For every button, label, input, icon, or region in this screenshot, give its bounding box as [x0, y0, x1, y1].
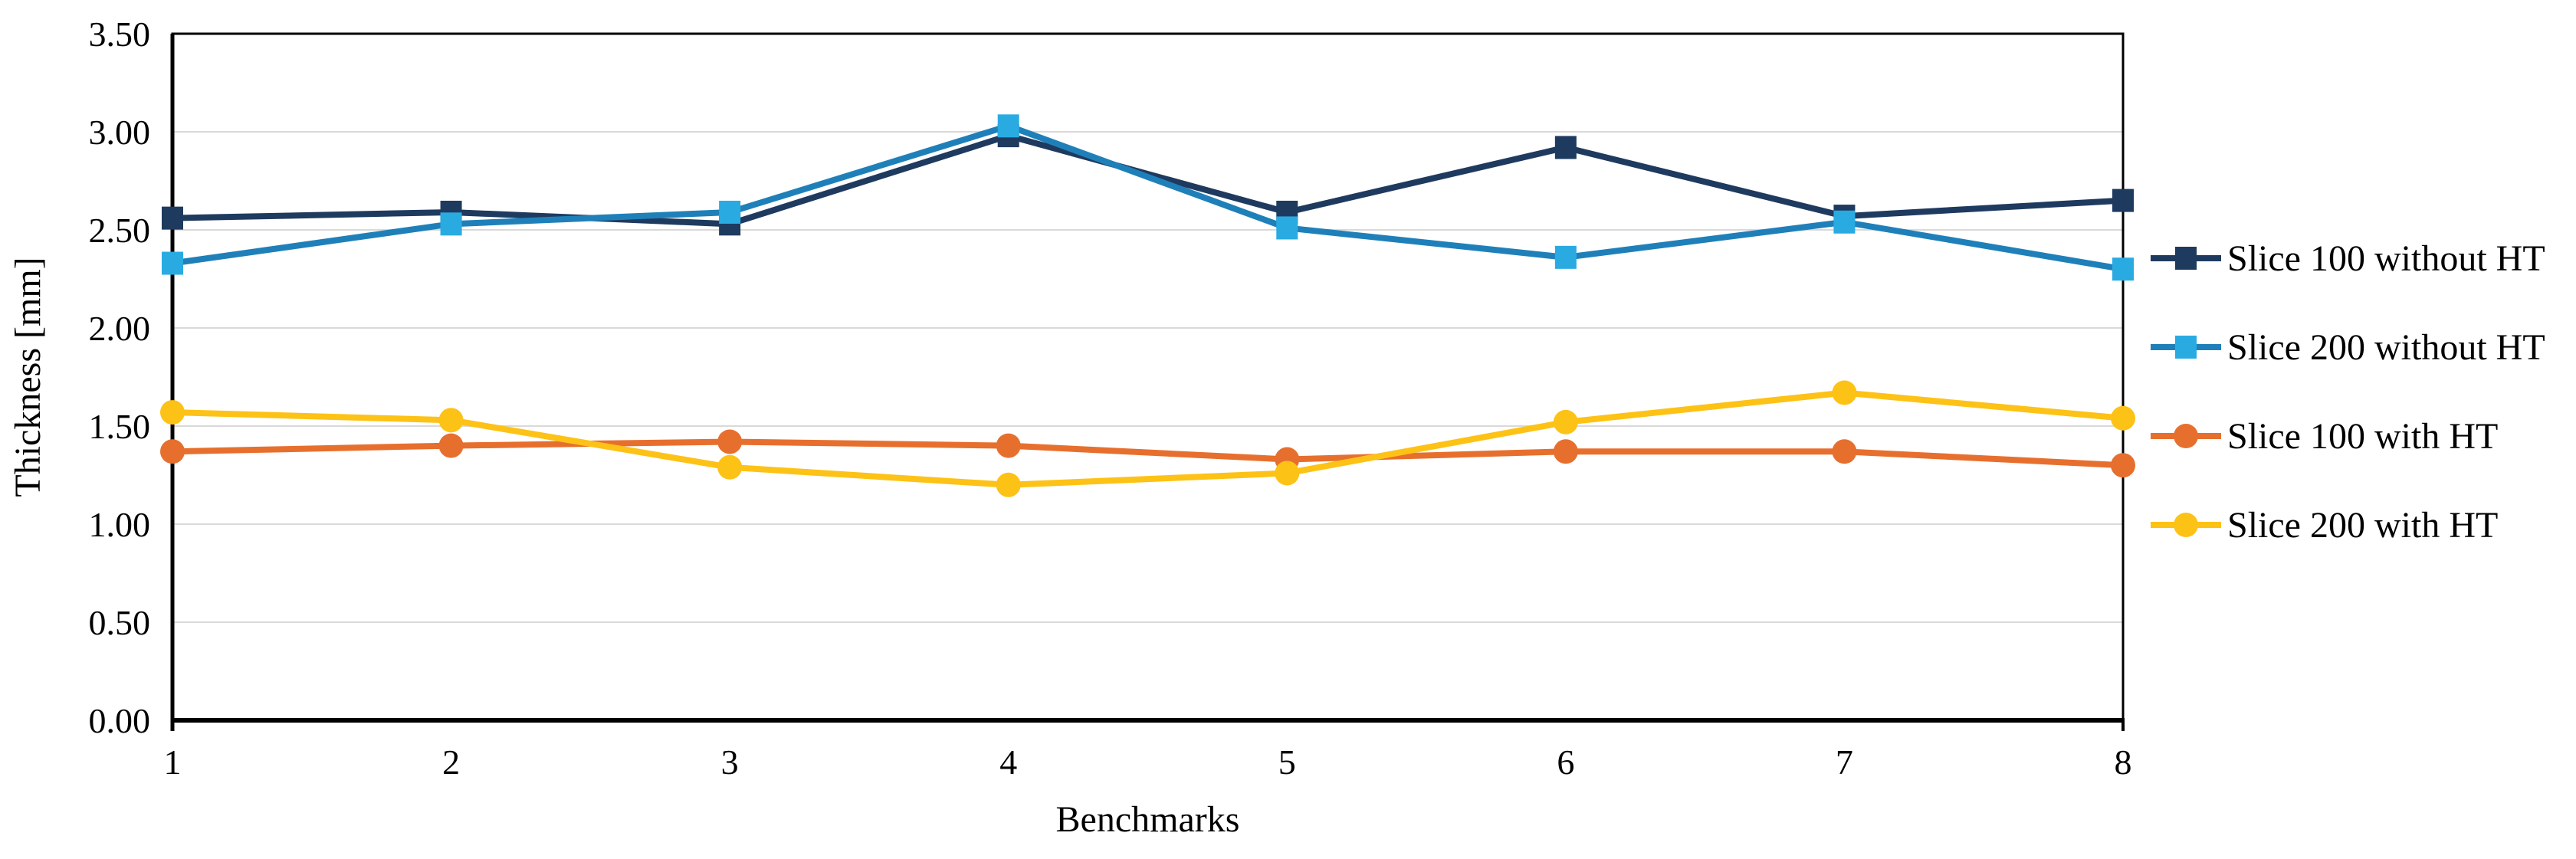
legend-label: Slice 200 without HT — [2227, 327, 2545, 368]
data-point-marker — [438, 408, 464, 433]
series-line-1 — [172, 123, 2124, 273]
data-point-marker — [1553, 439, 1578, 464]
legend-marker — [2175, 336, 2197, 359]
data-point-marker — [162, 206, 183, 230]
y-axis-title: Thickness [mm] — [8, 257, 48, 497]
legend-marker — [2175, 247, 2197, 270]
data-point-marker — [996, 472, 1021, 497]
x-tick-label: 8 — [2115, 743, 2132, 782]
y-tick-label: 1.00 — [89, 505, 151, 544]
plot-border — [171, 32, 2125, 722]
series-line-3 — [172, 389, 2124, 488]
data-point-marker — [717, 429, 743, 454]
x-tick-label: 4 — [999, 743, 1017, 782]
x-axis-title: Benchmarks — [1056, 799, 1240, 840]
data-point-marker — [2112, 257, 2134, 281]
data-point-marker — [717, 454, 743, 480]
data-point-marker — [160, 439, 185, 464]
data-point-marker — [2112, 189, 2134, 212]
data-point-marker — [1832, 380, 1857, 405]
data-point-marker — [160, 400, 185, 425]
data-point-marker — [1832, 439, 1857, 464]
legend-marker — [2174, 513, 2198, 537]
x-tick-label: 3 — [721, 743, 739, 782]
legend-marker — [2174, 424, 2198, 448]
data-point-marker — [997, 114, 1019, 138]
data-point-marker — [162, 251, 183, 275]
data-point-marker — [1553, 409, 1578, 434]
data-point-marker — [440, 212, 462, 236]
y-tick-label: 0.50 — [89, 603, 151, 642]
y-tick-label: 1.50 — [89, 407, 151, 446]
legend-label: Slice 100 without HT — [2227, 238, 2545, 279]
y-tick-label: 2.00 — [89, 309, 151, 348]
data-point-marker — [1833, 210, 1856, 234]
y-tick-label: 0.00 — [89, 701, 151, 740]
x-tick-label: 1 — [164, 743, 182, 782]
data-point-marker — [2111, 453, 2135, 478]
x-tick-label: 7 — [1836, 743, 1853, 782]
data-point-marker — [719, 200, 741, 224]
data-point-marker — [438, 433, 464, 458]
y-tick-label: 3.50 — [89, 15, 151, 54]
x-tick-label: 5 — [1278, 743, 1296, 782]
data-point-marker — [2111, 405, 2135, 431]
data-point-marker — [1276, 216, 1298, 240]
y-tick-label: 3.00 — [89, 113, 151, 152]
x-tick-label: 2 — [442, 743, 460, 782]
legend-label: Slice 100 with HT — [2227, 416, 2498, 457]
data-point-marker — [1554, 245, 1577, 269]
series-line-2 — [172, 438, 2124, 469]
data-point-marker — [1554, 136, 1577, 159]
y-tick-label: 2.50 — [89, 211, 151, 250]
legend-label: Slice 200 with HT — [2227, 505, 2498, 546]
data-point-marker — [1275, 461, 1300, 486]
data-point-marker — [996, 433, 1021, 458]
x-tick-label: 6 — [1557, 743, 1574, 782]
